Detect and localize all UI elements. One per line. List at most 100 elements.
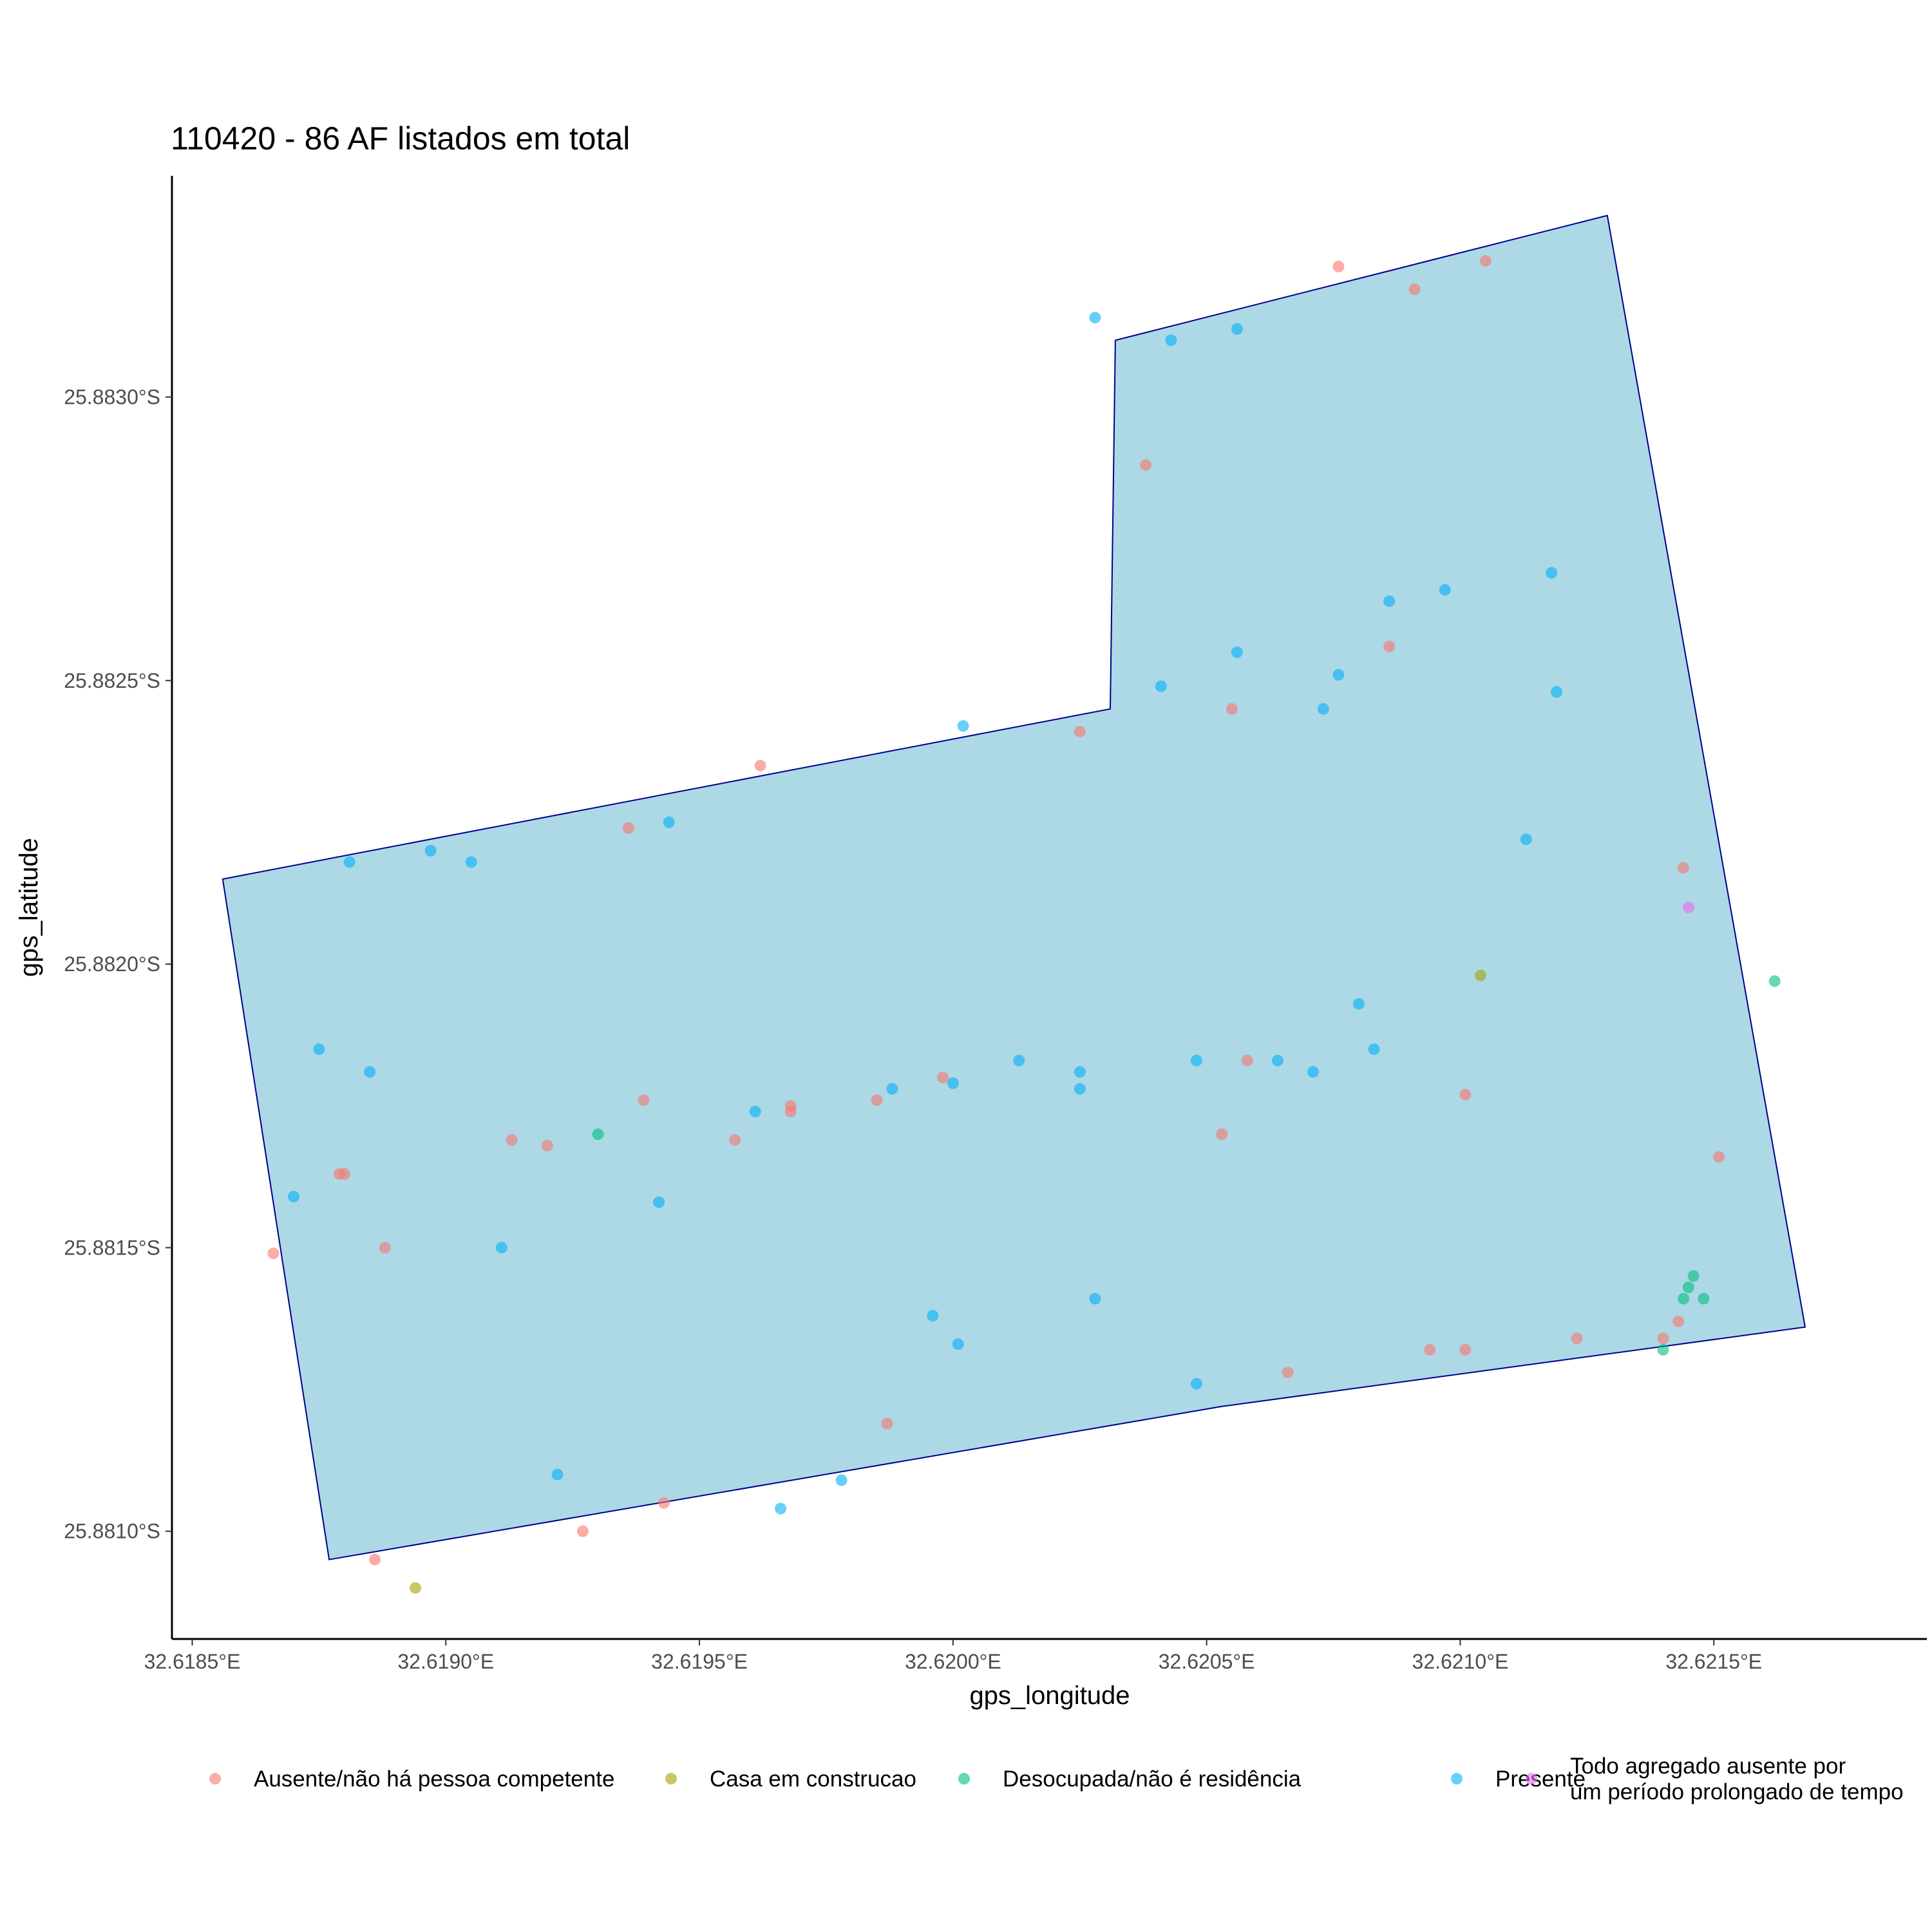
legend-label: Desocupada/não é residência [1003,1766,1302,1792]
data-point [1657,1332,1669,1345]
data-point [343,856,355,868]
data-point [1241,1054,1253,1066]
legend-key [209,1773,221,1785]
data-point [947,1077,959,1089]
data-point [729,1134,741,1146]
data-point [1332,668,1345,681]
y-tick-label: 25.8810°S [64,1520,160,1543]
data-point [1216,1128,1228,1141]
data-point [957,720,969,732]
data-point [1282,1367,1294,1379]
data-point [784,1100,797,1112]
x-tick-label: 32.6200°E [905,1650,1001,1673]
plot-panel [222,214,1806,1594]
data-point [663,816,675,828]
data-point [1332,260,1345,272]
y-tick-label: 25.8825°S [64,669,160,692]
legend-key [665,1773,677,1785]
x-axis-ticks: 32.6185°E 32.6190°E 32.6195°E 32.6200°E 32.6… [144,1639,1762,1673]
data-point [775,1502,787,1515]
data-point [1074,1083,1086,1095]
data-point [1682,902,1694,913]
data-point [1424,1343,1436,1356]
y-tick-label: 25.8830°S [64,385,160,408]
data-point [1678,1293,1689,1305]
data-point [1687,1270,1700,1282]
x-tick-label: 32.6205°E [1159,1650,1255,1673]
y-axis-ticks: 25.8810°S 25.8815°S 25.8820°S 25.8825°S 25.8… [64,385,172,1543]
data-point [927,1310,939,1321]
data-point [410,1582,421,1594]
data-point [1013,1054,1025,1066]
x-tick-label: 32.6185°E [144,1650,241,1673]
data-point [1352,998,1365,1010]
data-point [424,844,437,857]
data-point [1474,969,1486,981]
data-point [465,856,477,868]
data-point [1439,583,1451,596]
data-point [1459,1343,1472,1356]
data-point [1165,334,1177,346]
data-point [1408,283,1421,296]
data-point [754,759,766,772]
data-point [653,1196,665,1208]
legend: Ausente/não há pessoa competente Casa em … [209,1754,1904,1804]
data-point [1231,323,1243,335]
data-point [1682,1282,1694,1293]
data-point [881,1417,893,1430]
points-layer [267,255,1781,1594]
legend-label: Casa em construcao [710,1766,916,1792]
data-point [1155,680,1167,692]
data-point [937,1072,949,1084]
data-point [288,1191,299,1203]
data-point [1672,1315,1685,1327]
data-point [338,1168,350,1180]
data-point [1089,312,1101,324]
x-tick-label: 32.6190°E [397,1650,494,1673]
data-point [1383,595,1396,607]
data-point [952,1338,964,1350]
data-point [1551,686,1563,698]
legend-label: Presente [1495,1766,1586,1792]
x-tick-label: 32.6210°E [1412,1650,1509,1673]
data-point [1307,1066,1319,1078]
data-point [1140,459,1152,471]
data-point [369,1553,381,1566]
data-point [364,1066,376,1078]
data-point [1713,1151,1725,1163]
data-point [1317,703,1329,715]
data-point [1678,862,1689,874]
data-point [506,1134,518,1146]
y-tick-label: 25.8820°S [64,952,160,976]
data-point [1089,1293,1101,1305]
data-point [1074,1066,1086,1078]
data-point [1657,1343,1669,1356]
data-point [1368,1043,1380,1056]
y-axis-title: gps_latitude [15,838,43,977]
data-point [267,1247,279,1260]
data-point [313,1043,325,1056]
data-point [1520,833,1532,846]
legend-key [1526,1773,1537,1785]
data-point [638,1094,650,1106]
data-point [1231,646,1243,658]
data-point [541,1139,553,1151]
data-point [835,1474,848,1486]
data-point [592,1128,604,1141]
data-point [1190,1378,1202,1390]
data-point [495,1242,507,1254]
data-point [379,1242,391,1254]
x-tick-label: 32.6215°E [1665,1650,1762,1673]
data-point [551,1468,564,1481]
data-point [1226,703,1238,715]
data-point [886,1083,898,1095]
data-point [576,1525,589,1537]
y-tick-label: 25.8815°S [64,1236,160,1259]
x-tick-label: 32.6195°E [651,1650,748,1673]
data-point [871,1094,883,1106]
data-point [749,1106,761,1117]
legend-label: Ausente/não há pessoa competente [254,1766,614,1792]
legend-key [1451,1773,1463,1785]
data-point [1459,1088,1472,1101]
